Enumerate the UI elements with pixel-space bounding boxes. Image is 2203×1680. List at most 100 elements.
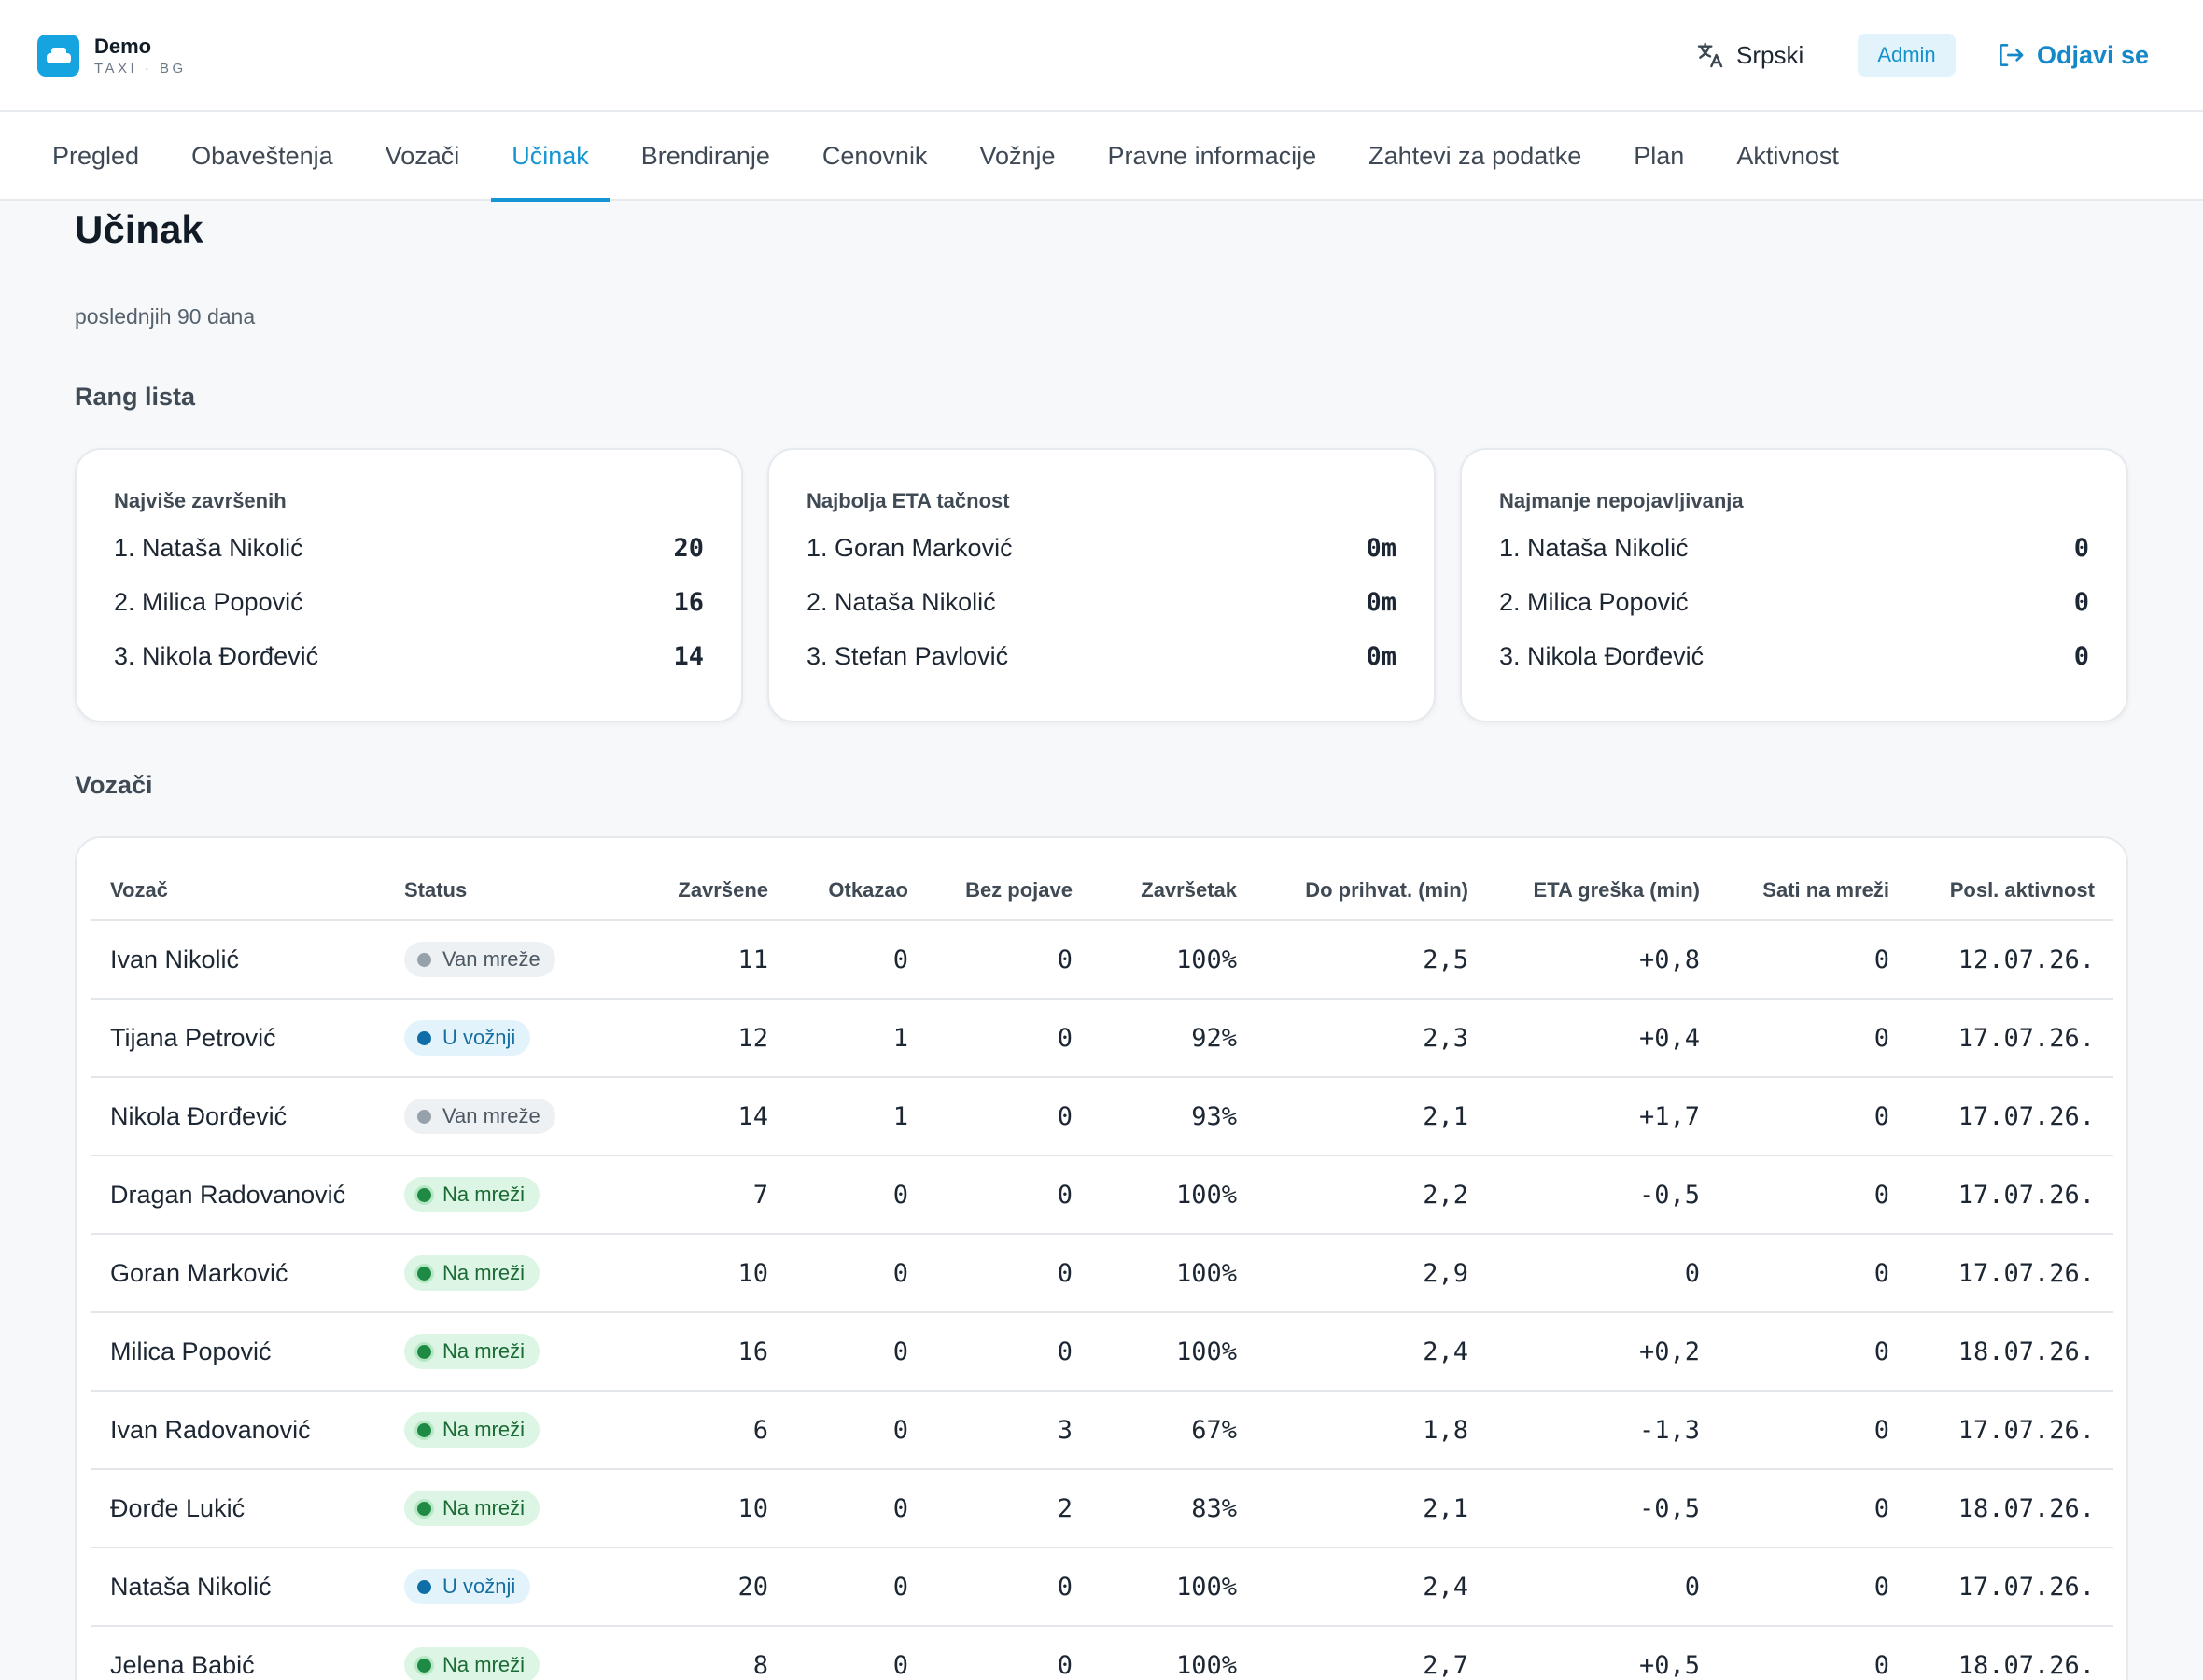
- driver-name[interactable]: Tijana Petrović: [91, 999, 404, 1078]
- status-dot-icon: [417, 1501, 431, 1516]
- cancelled-count: 0: [768, 920, 908, 1000]
- last-activity: 18.07.26.: [1889, 1469, 2113, 1548]
- last-activity: 17.07.26.: [1889, 999, 2113, 1078]
- hours-online: 0: [1700, 1234, 1889, 1313]
- driver-name[interactable]: Dragan Radovanović: [91, 1155, 404, 1235]
- column-header[interactable]: Vozač: [91, 838, 404, 921]
- status-dot-icon: [417, 1187, 431, 1202]
- last-activity: 17.07.26.: [1889, 1547, 2113, 1627]
- rank-value: 0m: [1366, 587, 1396, 617]
- no-show-count: 0: [908, 999, 1073, 1078]
- tab-pravne-informacije[interactable]: Pravne informacije: [1107, 142, 1317, 170]
- tab-ucinak[interactable]: Učinak: [485, 112, 615, 202]
- no-show-count: 0: [908, 920, 1073, 1000]
- rank-name: 3. Stefan Pavlović: [807, 641, 1009, 670]
- rank-value: 0: [2073, 587, 2089, 617]
- last-activity: 17.07.26.: [1889, 1077, 2113, 1156]
- completion-rate: 100%: [1073, 920, 1237, 1000]
- status-label: Na mreži: [442, 1183, 526, 1206]
- driver-name[interactable]: Đorđe Lukić: [91, 1469, 404, 1548]
- status-cell: Na mreži: [404, 1312, 614, 1392]
- rank-value: 14: [673, 641, 704, 671]
- rank-row: 1. Nataša Nikolić 0: [1499, 521, 2089, 575]
- language-switcher[interactable]: Srpski: [1695, 37, 1803, 73]
- period-subtitle: poslednjih 90 dana: [75, 304, 256, 329]
- table-row[interactable]: Ivan Radovanović Na mreži 6 0 3 67% 1,8 -1,3 0 17…: [91, 1391, 2113, 1470]
- column-header[interactable]: ETA greška (min): [1468, 838, 1700, 921]
- completed-count: 10: [614, 1234, 768, 1313]
- brand-logo[interactable]: Demo TAXI · BG: [37, 35, 187, 77]
- tab-cenovnik[interactable]: Cenovnik: [821, 142, 928, 170]
- table-row[interactable]: Dragan Radovanović Na mreži 7 0 0 100% 2,2 -0,5…: [91, 1155, 2113, 1235]
- tab-voznje[interactable]: Vožnje: [979, 142, 1056, 170]
- tab-obavestenja[interactable]: Obaveštenja: [191, 142, 333, 170]
- hours-online: 0: [1700, 1077, 1889, 1156]
- tab-aktivnost[interactable]: Aktivnost: [1736, 142, 1839, 170]
- accept-time: 2,3: [1237, 999, 1468, 1078]
- completion-rate: 100%: [1073, 1626, 1237, 1680]
- status-dot-icon: [417, 952, 431, 967]
- eta-error: +0,5: [1468, 1626, 1700, 1680]
- column-header[interactable]: Sati na mreži: [1700, 838, 1889, 921]
- cancelled-count: 0: [768, 1626, 908, 1680]
- status-label: U vožnji: [442, 1575, 516, 1598]
- eta-error: 0: [1468, 1234, 1700, 1313]
- table-row[interactable]: Milica Popović Na mreži 16 0 0 100% 2,4 +0,2 0 18…: [91, 1312, 2113, 1392]
- logout-label: Odjavi se: [2037, 40, 2150, 69]
- completed-count: 6: [614, 1391, 768, 1470]
- driver-name[interactable]: Nikola Đorđević: [91, 1077, 404, 1156]
- cancelled-count: 0: [768, 1155, 908, 1235]
- cancelled-count: 0: [768, 1547, 908, 1627]
- drivers-table-body: Ivan Nikolić Van mreže 11 0 0 100% 2,5 +0,8 0 12.…: [91, 920, 2113, 1680]
- eta-error: 0: [1468, 1547, 1700, 1627]
- status-cell: Na mreži: [404, 1155, 614, 1235]
- driver-name[interactable]: Nataša Nikolić: [91, 1547, 404, 1627]
- accept-time: 2,1: [1237, 1077, 1468, 1156]
- column-header[interactable]: Do prihvat. (min): [1237, 838, 1468, 921]
- rank-name: 1. Goran Marković: [807, 533, 1013, 562]
- accept-time: 2,9: [1237, 1234, 1468, 1313]
- accept-time: 2,2: [1237, 1155, 1468, 1235]
- table-row[interactable]: Goran Marković Na mreži 10 0 0 100% 2,9 0 0 17.07…: [91, 1234, 2113, 1313]
- column-header[interactable]: Otkazao: [768, 838, 908, 921]
- drivers-heading: Vozači: [75, 771, 153, 799]
- page-title: Učinak: [75, 207, 203, 251]
- table-row[interactable]: Ivan Nikolić Van mreže 11 0 0 100% 2,5 +0,8 0 12.…: [91, 920, 2113, 1000]
- hours-online: 0: [1700, 1626, 1889, 1680]
- translate-icon: [1697, 42, 1723, 68]
- driver-name[interactable]: Goran Marković: [91, 1234, 404, 1313]
- completion-rate: 67%: [1073, 1391, 1237, 1470]
- logout-button[interactable]: Odjavi se: [1996, 37, 2149, 73]
- status-badge: Na mreži: [404, 1412, 540, 1448]
- completed-count: 20: [614, 1547, 768, 1627]
- status-badge: Na mreži: [404, 1255, 540, 1291]
- column-header[interactable]: Status: [404, 838, 614, 921]
- column-header[interactable]: Posl. aktivnost: [1889, 838, 2113, 921]
- completed-count: 14: [614, 1077, 768, 1156]
- driver-name[interactable]: Ivan Radovanović: [91, 1391, 404, 1470]
- tab-vozaci[interactable]: Vozači: [385, 142, 460, 170]
- hours-online: 0: [1700, 920, 1889, 1000]
- table-row[interactable]: Nikola Đorđević Van mreže 14 1 0 93% 2,1 +1,7 0 1…: [91, 1077, 2113, 1156]
- table-row[interactable]: Jelena Babić Na mreži 8 0 0 100% 2,7 +0,5 0 18.07…: [91, 1626, 2113, 1680]
- no-show-count: 2: [908, 1469, 1073, 1548]
- status-label: Van mreže: [442, 1104, 540, 1127]
- completion-rate: 100%: [1073, 1547, 1237, 1627]
- column-header[interactable]: Završene: [614, 838, 768, 921]
- column-header[interactable]: Bez pojave: [908, 838, 1073, 921]
- driver-name[interactable]: Ivan Nikolić: [91, 920, 404, 1000]
- tab-plan[interactable]: Plan: [1634, 142, 1685, 170]
- tab-bar: Pregled Obaveštenja Vozači Učinak Brendi…: [0, 112, 2203, 202]
- table-row[interactable]: Đorđe Lukić Na mreži 10 0 2 83% 2,1 -0,5 0 18.07.…: [91, 1469, 2113, 1548]
- tab-zahtevi-za-podatke[interactable]: Zahtevi za podatke: [1368, 142, 1582, 170]
- tab-pregled[interactable]: Pregled: [52, 142, 140, 170]
- tab-brendiranje[interactable]: Brendiranje: [640, 142, 770, 170]
- table-row[interactable]: Tijana Petrović U vožnji 12 1 0 92% 2,3 +0,4 0 17…: [91, 999, 2113, 1078]
- status-cell: U vožnji: [404, 1547, 614, 1627]
- driver-name[interactable]: Milica Popović: [91, 1312, 404, 1392]
- table-row[interactable]: Nataša Nikolić U vožnji 20 0 0 100% 2,4 0 0 17.07…: [91, 1547, 2113, 1627]
- taxi-car-icon: [37, 35, 79, 77]
- column-header[interactable]: Završetak: [1073, 838, 1237, 921]
- no-show-count: 0: [908, 1155, 1073, 1235]
- driver-name[interactable]: Jelena Babić: [91, 1626, 404, 1680]
